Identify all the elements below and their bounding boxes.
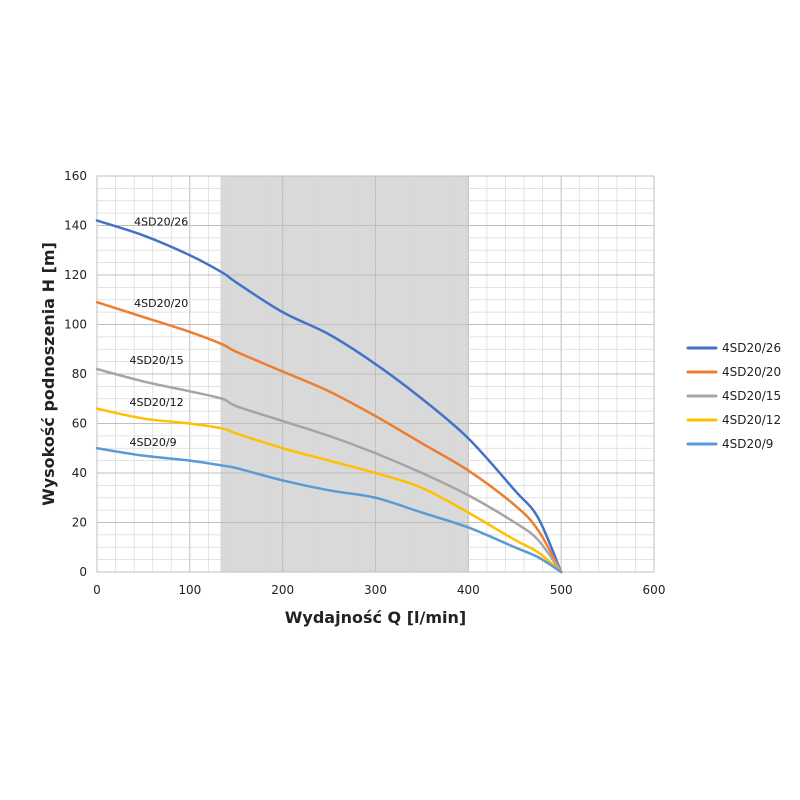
legend: 4SD20/26 4SD20/20 4SD20/15 4SD20/12 4SD20/9 [686,341,781,451]
y-tick-label: 160 [64,169,87,183]
x-tick-label: 100 [178,583,201,597]
legend-entry: 4SD20/15 [722,389,781,403]
x-tick-label: 600 [643,583,666,597]
y-tick-label: 20 [72,516,87,530]
curve-label: 4SD20/9 [129,436,176,449]
legend-entry: 4SD20/20 [722,365,781,379]
y-axis-title: Wysokość podnoszenia H [m] [39,242,58,506]
curve-label: 4SD20/15 [129,354,183,367]
curve-label: 4SD20/26 [134,216,188,229]
x-tick-label: 300 [364,583,387,597]
curve-label: 4SD20/20 [134,297,188,310]
x-tick-label: 400 [457,583,480,597]
series-line [95,219,563,574]
series-line [95,447,563,574]
y-tick-label: 0 [79,565,87,579]
legend-entry: 4SD20/26 [722,341,781,355]
grid [96,175,655,573]
series-line [95,407,563,574]
axes: 0 100 200 300 400 500 600 0 20 40 60 80 100 120 140 160 [64,169,665,597]
curve-label: 4SD20/12 [129,396,183,409]
y-tick-label: 120 [64,268,87,282]
y-tick-label: 100 [64,318,87,332]
x-tick-label: 500 [550,583,573,597]
series-line [95,300,563,574]
legend-entry: 4SD20/12 [722,413,781,427]
y-tick-label: 140 [64,219,87,233]
series-lines [95,219,563,574]
x-tick-label: 0 [93,583,101,597]
curve-labels: 4SD20/26 4SD20/20 4SD20/15 4SD20/12 4SD20/9 [129,216,188,449]
series-line [95,367,563,574]
x-tick-label: 200 [271,583,294,597]
y-tick-label: 40 [72,466,87,480]
y-tick-label: 80 [72,367,87,381]
legend-entry: 4SD20/9 [722,437,773,451]
x-axis-title: Wydajność Q [l/min] [285,608,466,627]
plot-border [96,175,655,573]
y-tick-label: 60 [72,417,87,431]
